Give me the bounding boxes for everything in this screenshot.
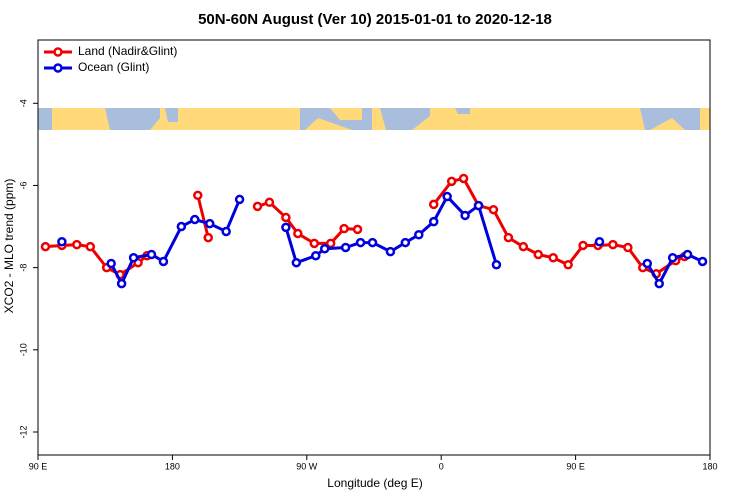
data-point: [367, 237, 378, 248]
data-point: [339, 223, 349, 234]
x-tick-label: 90 E: [29, 461, 48, 471]
data-point: [85, 241, 96, 252]
data-point: [319, 243, 330, 254]
plot-frame: [37, 39, 711, 456]
y-tick-label: -8: [18, 264, 28, 272]
data-point: [594, 236, 605, 247]
x-tick-label: 0: [439, 461, 444, 471]
data-point: [473, 200, 484, 211]
legend-label: Ocean (Glint): [78, 60, 149, 74]
data-point: [193, 190, 203, 201]
data-point: [491, 260, 502, 270]
y-tick-label: -12: [18, 425, 28, 438]
data-point: [623, 242, 633, 253]
data-point: [72, 239, 82, 250]
data-point: [40, 241, 51, 252]
data-point: [204, 218, 215, 229]
data-point: [146, 249, 157, 260]
data-point: [203, 232, 213, 243]
data-point: [654, 278, 664, 289]
data-point: [291, 257, 302, 268]
data-point: [311, 250, 321, 261]
data-point: [563, 260, 573, 270]
data-point: [158, 256, 169, 267]
data-point: [264, 197, 275, 208]
data-point: [176, 221, 187, 232]
series-line: [45, 176, 686, 277]
data-point: [518, 241, 529, 252]
data-point: [442, 191, 452, 202]
data-point: [414, 230, 424, 240]
chart-title: 50N-60N August (Ver 10) 2015-01-01 to 20…: [198, 11, 552, 28]
data-point: [281, 222, 291, 233]
x-tick-label: 180: [165, 461, 180, 471]
data-point: [106, 258, 116, 269]
legend-label: Land (Nadir&Glint): [78, 44, 177, 58]
data-point: [460, 210, 470, 221]
data-point: [682, 249, 693, 260]
data-point: [57, 236, 67, 247]
x-tick-label: 90 E: [566, 461, 585, 471]
data-point: [428, 199, 439, 210]
data-point: [697, 256, 708, 267]
data-point: [400, 237, 411, 248]
legend-marker: [53, 47, 63, 57]
data-point: [428, 216, 439, 227]
map-strip: [38, 108, 710, 130]
data-point: [309, 238, 320, 249]
y-tick-label: -4: [18, 99, 28, 107]
legend-marker: [53, 63, 63, 73]
x-axis-label: Longitude (deg E): [327, 476, 422, 490]
data-point: [234, 194, 245, 205]
data-point: [608, 239, 618, 250]
y-axis-label: XCO2 - MLO trend (ppm): [2, 179, 16, 314]
y-tick-label: -10: [18, 343, 28, 356]
data-point: [503, 232, 514, 243]
data-point: [190, 214, 200, 225]
data-point: [352, 224, 363, 235]
data-point: [458, 173, 469, 184]
data-point: [340, 242, 351, 253]
data-point: [355, 237, 366, 248]
data-point: [385, 246, 396, 257]
data-point: [281, 212, 291, 223]
y-tick-label: -6: [18, 181, 28, 189]
data-point: [578, 240, 588, 251]
data-point: [533, 249, 544, 260]
data-point: [446, 176, 457, 187]
data-point: [488, 204, 499, 215]
x-tick-label: 90 W: [296, 461, 318, 471]
data-point: [221, 226, 231, 237]
data-point: [667, 253, 678, 263]
data-point: [252, 201, 263, 212]
data-point: [293, 228, 303, 239]
data-point: [128, 253, 139, 263]
x-tick-label: 180: [702, 461, 717, 471]
data-point: [116, 278, 127, 289]
data-point: [548, 253, 558, 263]
data-point: [642, 258, 653, 269]
